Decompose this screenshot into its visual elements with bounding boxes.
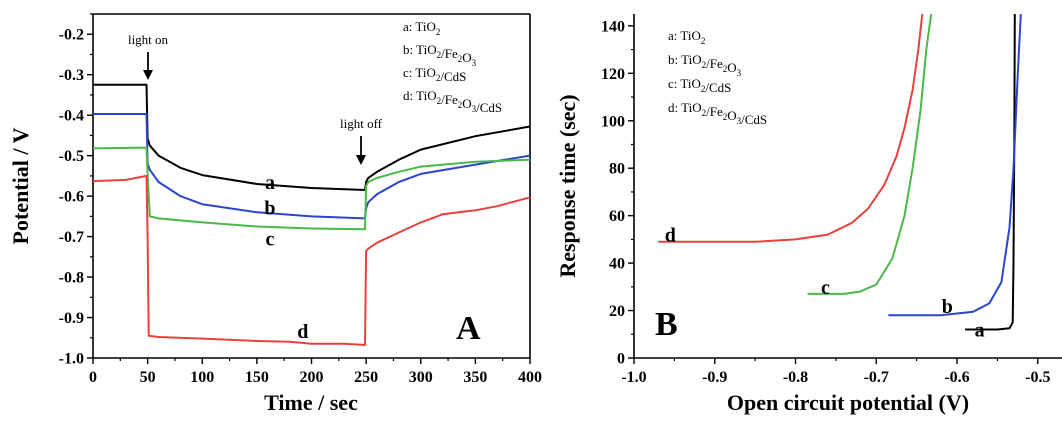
chart-a-y-axis-title: Potential / V xyxy=(8,127,33,244)
chart-a-x-tick-label: 400 xyxy=(518,369,542,386)
chart-a-x-tick-label: 300 xyxy=(409,369,433,386)
chart-b-series-d-line xyxy=(658,14,924,243)
chart-a-legend-entry: a: TiO2 xyxy=(403,19,440,37)
chart-a-x-tick-label: 50 xyxy=(140,369,156,386)
panel-b-chart: -1.0 -0.9 -0.8 -0.7 -0.6 -0.5 0 20 40 60 80 100 120 1… xyxy=(555,14,1062,415)
chart-a-x-tick-label: 350 xyxy=(463,369,487,386)
chart-a-series-a-line xyxy=(93,83,530,191)
chart-b-y-tick-label: 100 xyxy=(601,113,625,130)
chart-a-legend-entry: b: TiO2/Fe2O3 xyxy=(403,42,477,68)
chart-a-y-tick-label: -0.3 xyxy=(59,67,84,84)
chart-a-series-c-label: c xyxy=(266,229,275,251)
chart-a-x-tick-label: 250 xyxy=(354,369,378,386)
chart-b-legend-entry: b: TiO2/Fe2O3 xyxy=(668,52,742,78)
chart-b-legend-entry: d: TiO2/Fe2O3/CdS xyxy=(668,100,767,127)
chart-b-series-a-line xyxy=(965,14,1016,331)
chart-b-y-tick-label: 40 xyxy=(609,256,625,273)
chart-a-annotation-light-on: light on xyxy=(128,32,169,47)
chart-a-y-tick-label: -0.4 xyxy=(59,108,84,125)
chart-a-x-tick-label: 100 xyxy=(190,369,214,386)
chart-a-y-tick-label: -0.5 xyxy=(59,148,84,165)
chart-b-x-tick-label: -0.7 xyxy=(864,369,889,386)
chart-a-arrow-head xyxy=(356,155,366,165)
chart-b-series-c-line xyxy=(807,14,933,295)
chart-a-y-tick-label: -1.0 xyxy=(59,351,84,368)
chart-b-y-tick-label: 80 xyxy=(609,161,625,178)
chart-a-legend-entry: d: TiO2/Fe2O3/CdS xyxy=(403,88,502,115)
chart-a-x-tick-label: 0 xyxy=(89,369,97,386)
chart-b-x-tick-label: -0.6 xyxy=(944,369,969,386)
chart-a-series-a-label: a xyxy=(265,172,275,194)
chart-a-x-tick-label: 200 xyxy=(300,369,324,386)
panel-a-chart: 0 50 100 150 200 250 300 350 400 -1.0 -0.9 -0.8 -0.7… xyxy=(8,13,542,415)
chart-a-y-tick-label: -0.8 xyxy=(59,270,84,287)
chart-b-x-tick-label: -1.0 xyxy=(621,369,646,386)
chart-b-y-tick-label: 120 xyxy=(601,66,625,83)
chart-b-series-b-line xyxy=(888,14,1022,317)
chart-b-y-axis-title: Response time (sec) xyxy=(555,94,580,277)
chart-a-y-tick-label: -0.7 xyxy=(59,229,84,246)
chart-a-x-axis-title: Time / sec xyxy=(264,390,358,415)
chart-b-legend-entry: a: TiO2 xyxy=(668,28,705,46)
chart-b-y-tick-label: 0 xyxy=(617,351,625,368)
chart-b-y-tick-label: 140 xyxy=(601,18,625,35)
chart-a-series-c-line xyxy=(93,146,530,231)
chart-b-legend-entry: c: TiO2/CdS xyxy=(668,76,731,95)
chart-a-x-tick-label: 150 xyxy=(245,369,269,386)
chart-b-y-tick-label: 60 xyxy=(609,208,625,225)
chart-a-arrow-head xyxy=(143,70,153,80)
chart-a-annotation-light-off: light off xyxy=(340,116,383,131)
chart-b-series-c-label: c xyxy=(821,277,830,299)
chart-a-series-d-line xyxy=(93,174,530,346)
chart-b-panel-label: B xyxy=(655,306,678,343)
chart-b-series-d-label: d xyxy=(665,225,676,247)
chart-a-series-b-line xyxy=(93,113,530,220)
chart-b-x-tick-label: -0.8 xyxy=(783,369,808,386)
chart-a-y-tick-label: -0.9 xyxy=(59,310,84,327)
chart-a-y-tick-label: -0.6 xyxy=(59,189,84,206)
chart-b-x-tick-label: -0.5 xyxy=(1025,369,1050,386)
chart-a-y-tick-label: -0.2 xyxy=(59,27,84,44)
chart-a-legend-entry: c: TiO2/CdS xyxy=(403,65,466,84)
chart-a-series-d-label: d xyxy=(297,321,308,343)
chart-a-panel-label: A xyxy=(456,310,481,347)
chart-a-series-b-label: b xyxy=(264,197,275,219)
chart-b-series-a-label: a xyxy=(975,320,985,342)
chart-b-y-tick-label: 20 xyxy=(609,303,625,320)
chart-b-x-tick-label: -0.9 xyxy=(702,369,727,386)
chart-b-series-b-label: b xyxy=(942,296,953,318)
chart-b-x-axis-title: Open circuit potential (V) xyxy=(727,390,969,415)
